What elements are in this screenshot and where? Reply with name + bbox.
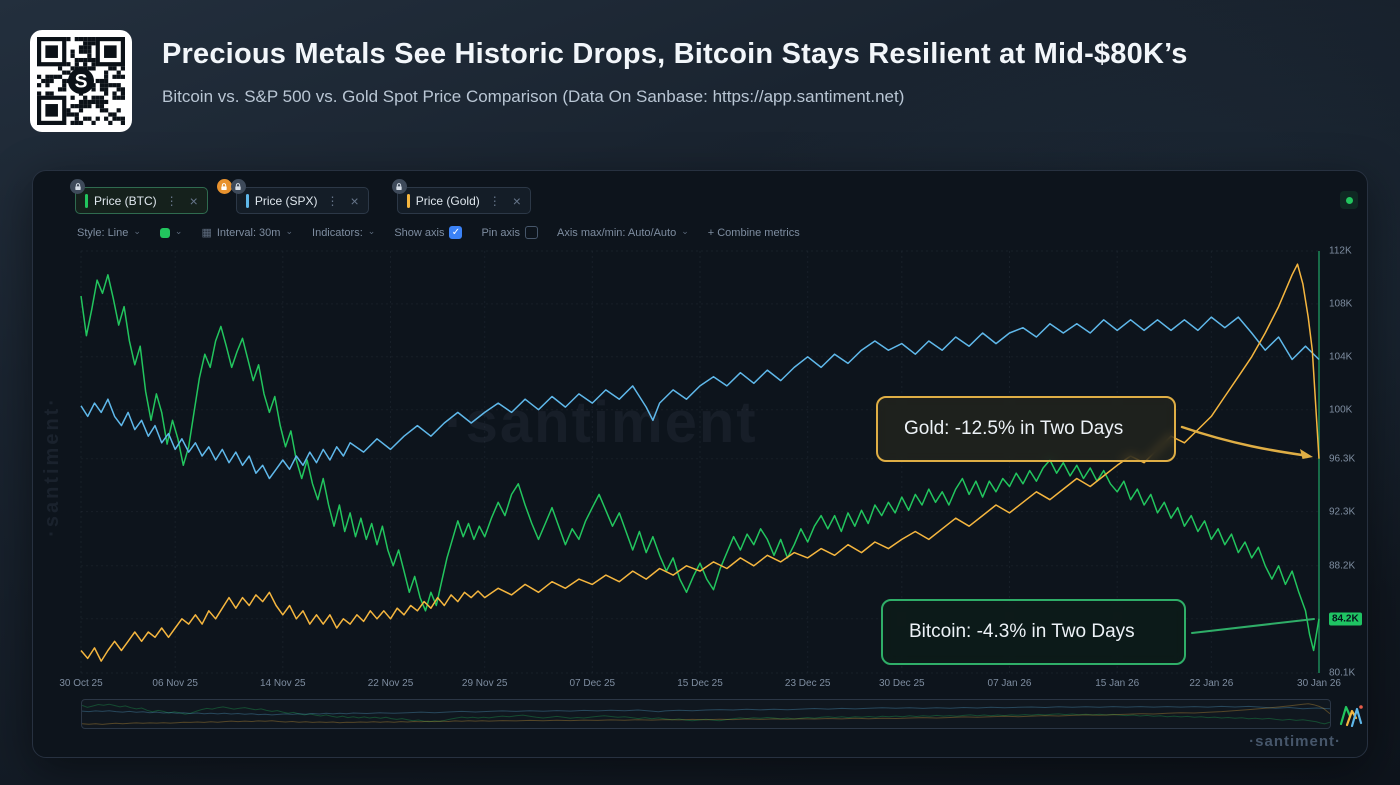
- gold-annotation: Gold: -12.5% in Two Days: [876, 396, 1176, 462]
- tab-label: Price (Gold): [415, 193, 480, 208]
- x-axis-label: 22 Nov 25: [367, 678, 414, 689]
- show-axis-label: Show axis: [394, 226, 445, 239]
- x-axis-label: 22 Jan 26: [1189, 678, 1234, 689]
- tab-close-icon[interactable]: ×: [512, 192, 521, 209]
- qr-code: S: [30, 30, 132, 132]
- color-swatch-icon: [159, 227, 170, 238]
- tab-label: Price (SPX): [254, 193, 318, 208]
- bitcoin-annotation-line: [1191, 618, 1315, 634]
- timeline-navigator[interactable]: [81, 699, 1331, 729]
- combine-metrics-label: + Combine metrics: [707, 226, 800, 239]
- x-axis-label: 15 Dec 25: [677, 678, 723, 689]
- chevron-down-icon: ⌄: [174, 226, 183, 236]
- metric-color-bar: [406, 193, 410, 208]
- lock-icon: [391, 179, 407, 194]
- header-titles: Precious Metals See Historic Drops, Bitc…: [162, 30, 1188, 107]
- chevron-down-icon: ⌄: [285, 226, 294, 236]
- metric-color-bar: [85, 193, 88, 208]
- status-indicator-button[interactable]: [1340, 191, 1358, 209]
- x-axis-label: 06 Nov 25: [152, 678, 198, 689]
- green-dot-icon: [1345, 196, 1353, 204]
- y-axis-label: 92.3K: [1329, 506, 1356, 518]
- x-axis-label: 15 Jan 26: [1095, 678, 1140, 689]
- color-picker-dropdown[interactable]: ⌄: [159, 226, 183, 238]
- checkbox-unchecked-icon: [524, 226, 538, 239]
- indicators-dropdown[interactable]: Indicators: ⌄: [312, 226, 376, 239]
- y-axis-label: 108K: [1329, 298, 1353, 310]
- y-axis-label: 100K: [1329, 404, 1353, 416]
- pin-axis-checkbox[interactable]: Pin axis: [481, 226, 538, 239]
- alert-badge-icon: [216, 179, 232, 194]
- tab-price-gold[interactable]: Price (Gold) ⋮ ×: [391, 179, 531, 214]
- combine-metrics-button[interactable]: + Combine metrics: [708, 227, 800, 239]
- tab-label: Price (BTC): [94, 193, 157, 208]
- tab-close-icon[interactable]: ×: [350, 192, 359, 209]
- x-axis-label: 07 Jan 26: [987, 678, 1032, 689]
- x-axis-label: 07 Dec 25: [569, 678, 616, 689]
- interval-dropdown-label: Interval: 30m: [216, 226, 281, 239]
- x-axis-label: 30 Dec 25: [879, 678, 925, 689]
- y-axis-label: 96.3K: [1329, 453, 1356, 465]
- plot-area: ·santiment Gold: -12.5% in Two Days Bitc…: [80, 250, 1320, 674]
- y-axis-label: 80.1K: [1329, 667, 1356, 679]
- metric-color-bar: [245, 193, 249, 208]
- checkbox-checked-icon: ✓: [449, 226, 463, 239]
- x-axis-label: 14 Nov 25: [260, 678, 306, 689]
- y-axis[interactable]: 112K 108K 104K 100K 96.3K 92.3K 88.2K 84.2K 80.1…: [1327, 246, 1369, 679]
- metric-tabs: Price (BTC) ⋮ × Price (SPX) ⋮ × Price (G…: [70, 179, 531, 214]
- style-dropdown-label: Style: Line: [77, 226, 129, 239]
- bitcoin-annotation-text: Bitcoin: -4.3% in Two Days: [909, 621, 1135, 642]
- tab-price-btc[interactable]: Price (BTC) ⋮ ×: [70, 179, 208, 214]
- tab-menu-icon[interactable]: ⋮: [326, 193, 339, 208]
- indicators-dropdown-label: Indicators:: [312, 226, 363, 239]
- tab-menu-icon[interactable]: ⋮: [165, 193, 178, 208]
- header: S Precious Metals See Historic Drops, Bi…: [30, 30, 1188, 132]
- y-axis-label: 112K: [1329, 245, 1352, 257]
- pin-axis-label: Pin axis: [481, 226, 520, 239]
- chart-panel: Price (BTC) ⋮ × Price (SPX) ⋮ × Price (G…: [32, 170, 1368, 758]
- tab-price-spx[interactable]: Price (SPX) ⋮ ×: [216, 179, 369, 214]
- lock-icon: [230, 179, 246, 194]
- gold-annotation-text: Gold: -12.5% in Two Days: [904, 418, 1124, 439]
- chevron-down-icon: ⌄: [367, 226, 376, 236]
- santiment-watermark-left: ·santiment·: [41, 396, 63, 537]
- y-axis-label: 84.2K: [1329, 612, 1362, 626]
- x-axis-label: 29 Nov 25: [461, 678, 508, 689]
- lock-icon: [70, 179, 85, 194]
- y-axis-label: 104K: [1329, 351, 1353, 363]
- tab-menu-icon[interactable]: ⋮: [488, 193, 501, 208]
- interval-dropdown[interactable]: ▦ Interval: 30m ⌄: [201, 226, 293, 239]
- tab-close-icon[interactable]: ×: [189, 192, 198, 209]
- axis-maxmin-label: Axis max/min: Auto/Auto: [556, 226, 677, 239]
- page-subtitle: Bitcoin vs. S&P 500 vs. Gold Spot Price …: [162, 87, 905, 106]
- x-axis-label: 30 Oct 25: [59, 678, 103, 689]
- x-axis-label: 23 Dec 25: [784, 678, 831, 689]
- chart-toolbar: Style: Line ⌄ ⌄ ▦ Interval: 30m ⌄ Indica…: [77, 226, 800, 239]
- santiment-watermark-bottom: ·santiment·: [1249, 733, 1341, 750]
- page-title: Precious Metals See Historic Drops, Bitc…: [162, 38, 1188, 70]
- svg-text:S: S: [75, 71, 88, 92]
- y-axis-label: 88.2K: [1329, 560, 1356, 572]
- chevron-down-icon: ⌄: [133, 226, 141, 236]
- chevron-down-icon: ⌄: [681, 226, 689, 236]
- santiment-logo-icon: [1339, 705, 1363, 727]
- navigator-preview-chart: [82, 703, 1330, 725]
- bitcoin-annotation: Bitcoin: -4.3% in Two Days: [881, 599, 1186, 665]
- x-axis[interactable]: 30 Oct 25 06 Nov 25 14 Nov 25 22 Nov 25 29 N…: [59, 678, 1341, 692]
- show-axis-checkbox[interactable]: Show axis ✓: [394, 226, 463, 239]
- style-dropdown[interactable]: Style: Line ⌄: [77, 226, 141, 239]
- calendar-icon: ▦: [201, 227, 212, 239]
- axis-maxmin-dropdown[interactable]: Axis max/min: Auto/Auto ⌄: [556, 226, 689, 239]
- gold-annotation-arrow-icon: [1180, 425, 1313, 459]
- x-axis-label: 30 Jan 26: [1297, 678, 1341, 689]
